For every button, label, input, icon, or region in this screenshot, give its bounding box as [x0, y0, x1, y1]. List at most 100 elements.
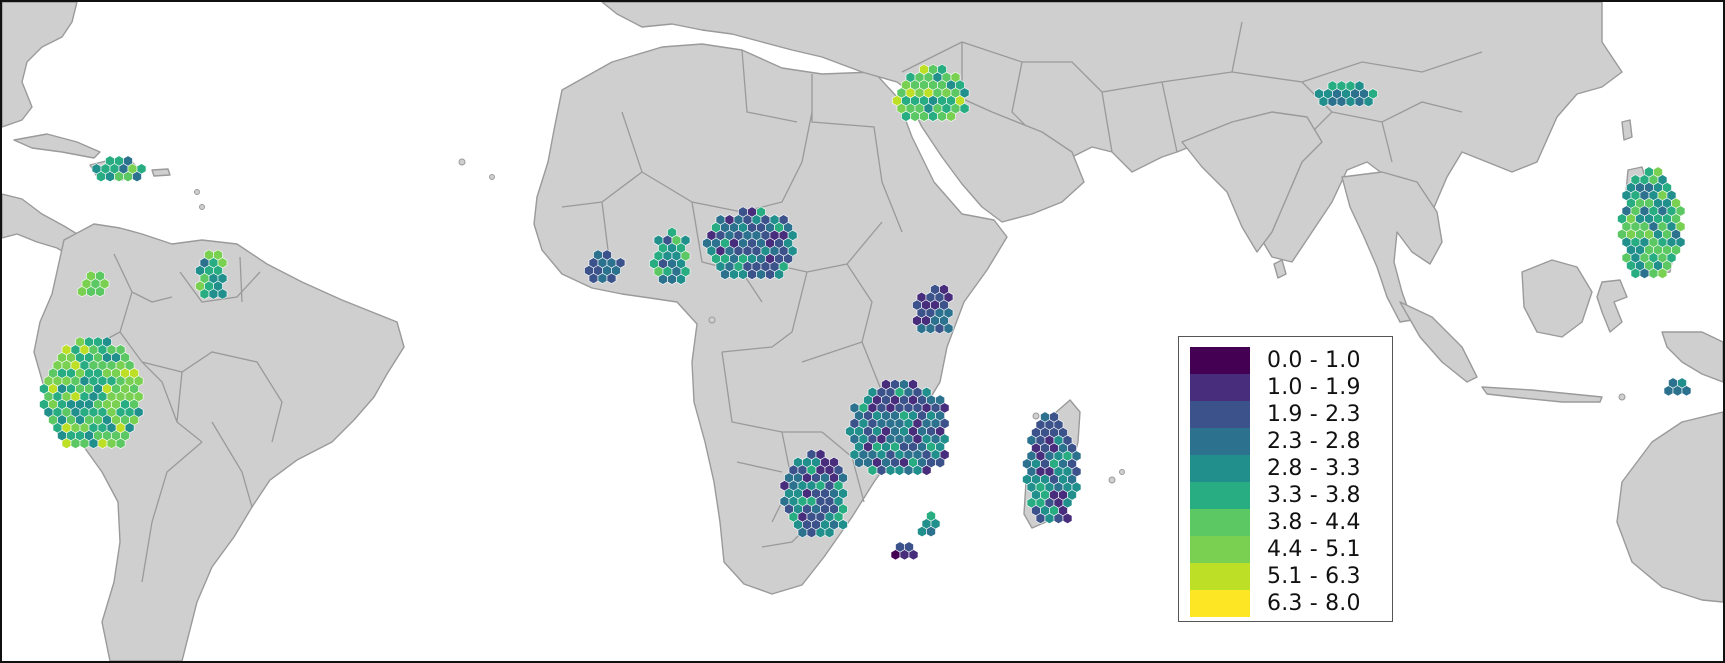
hex-cluster[interactable]: [77, 270, 110, 298]
hex-cluster[interactable]: [779, 448, 848, 539]
hex-cluster[interactable]: [912, 283, 954, 335]
hex-cell: [1053, 512, 1064, 524]
hex-cell: [106, 437, 117, 449]
hex-cluster[interactable]: [584, 249, 626, 284]
hex-cell: [77, 286, 87, 298]
hex-cell: [934, 322, 945, 335]
hex-cell: [854, 456, 864, 469]
hex-cell: [806, 526, 817, 539]
hex-cell: [921, 464, 932, 476]
hex-cluster[interactable]: [892, 63, 970, 122]
legend-swatch: [1190, 347, 1250, 374]
lesser-antilles-isle-2: [194, 189, 200, 195]
java-land: [1481, 386, 1603, 403]
legend-swatch: [1190, 482, 1250, 509]
hex-cell: [61, 437, 72, 449]
legend-swatch: [1190, 590, 1250, 617]
hex-cell: [729, 268, 739, 280]
mauritius-isle: [1108, 476, 1116, 484]
hex-cell: [916, 322, 927, 335]
hex-cell: [926, 526, 936, 538]
legend-label: 4.4 - 5.1: [1267, 537, 1361, 562]
hex-cell: [899, 549, 910, 561]
hex-cell: [217, 288, 228, 300]
hex-cell: [79, 437, 90, 449]
legend-swatch: [1190, 536, 1250, 563]
hex-cell: [88, 437, 99, 449]
hex-cell: [1630, 267, 1641, 279]
india-land: [1181, 111, 1323, 253]
hex-cell: [97, 437, 108, 449]
hex-cell: [1336, 96, 1347, 108]
hex-cell: [114, 171, 124, 183]
legend-swatch: [1190, 428, 1250, 455]
sumatra-land: [1399, 301, 1478, 383]
hex-cell: [1345, 96, 1356, 108]
cuba-land: [13, 133, 101, 159]
hex-cluster[interactable]: [702, 206, 798, 280]
hex-cluster[interactable]: [1022, 411, 1082, 524]
hex-cell: [720, 268, 730, 280]
legend-item: 3.8 - 4.4: [1190, 509, 1392, 536]
sulawesi-land: [1596, 279, 1628, 333]
hex-cluster[interactable]: [917, 510, 941, 538]
hex-cell: [919, 110, 929, 122]
hex-cell: [606, 272, 617, 284]
hex-cell: [1035, 512, 1046, 524]
legend-item: 1.9 - 2.3: [1190, 401, 1392, 428]
arabia-land: [906, 93, 1085, 223]
se-asia-land: [1341, 171, 1443, 323]
hex-cell: [1044, 512, 1055, 524]
hex-cell: [903, 464, 914, 476]
north-america-land: [2, 2, 78, 128]
hex-cluster[interactable]: [1663, 377, 1692, 397]
legend-label: 1.9 - 2.3: [1267, 402, 1361, 427]
hex-cell: [123, 171, 133, 183]
sao-tome-isle: [708, 316, 716, 324]
hex-cluster[interactable]: [39, 336, 144, 449]
hex-cluster[interactable]: [1314, 80, 1378, 108]
legend-swatch: [1190, 401, 1250, 428]
hex-cell: [943, 322, 954, 335]
legend-label: 2.3 - 2.8: [1267, 429, 1361, 454]
puerto-rico-land: [151, 168, 171, 177]
hex-cell: [1672, 385, 1683, 397]
hex-cluster[interactable]: [195, 249, 228, 300]
hex-cell: [756, 268, 766, 280]
taiwan-land: [1621, 119, 1633, 141]
hex-cell: [86, 286, 96, 298]
legend-swatch: [1190, 455, 1250, 482]
hex-cluster[interactable]: [1617, 166, 1686, 279]
hex-cluster[interactable]: [890, 541, 919, 561]
hex-cell: [588, 272, 599, 284]
hex-cell: [946, 110, 956, 122]
hex-cell: [1327, 96, 1338, 108]
legend: 0.0 - 1.0 1.0 - 1.9 1.9 - 2.3 2.3 - 2.8 2.8 …: [1178, 336, 1393, 622]
hex-cell: [95, 286, 105, 298]
hex-cell: [747, 268, 757, 280]
hex-cell: [1681, 385, 1692, 397]
hex-cell: [838, 519, 848, 531]
legend-item: 1.0 - 1.9: [1190, 374, 1392, 401]
reunion-isle: [1119, 469, 1125, 475]
hex-cell: [658, 273, 668, 285]
hex-cell: [937, 110, 947, 122]
hex-cluster[interactable]: [649, 226, 691, 285]
legend-item: 2.3 - 2.8: [1190, 428, 1392, 455]
hex-cell: [959, 102, 970, 115]
hex-cell: [1318, 96, 1329, 108]
hex-cluster[interactable]: [845, 378, 950, 476]
legend-swatch: [1190, 374, 1250, 401]
legend-label: 1.0 - 1.9: [1267, 375, 1361, 400]
sri-lanka-land: [1273, 259, 1287, 279]
hex-cell: [894, 464, 905, 476]
hexbin-layer: [39, 63, 1692, 561]
hex-cell: [208, 288, 219, 300]
hex-cell: [132, 171, 142, 183]
legend-label: 5.1 - 6.3: [1267, 564, 1361, 589]
hex-cell: [70, 437, 81, 449]
hex-cluster[interactable]: [91, 155, 147, 183]
